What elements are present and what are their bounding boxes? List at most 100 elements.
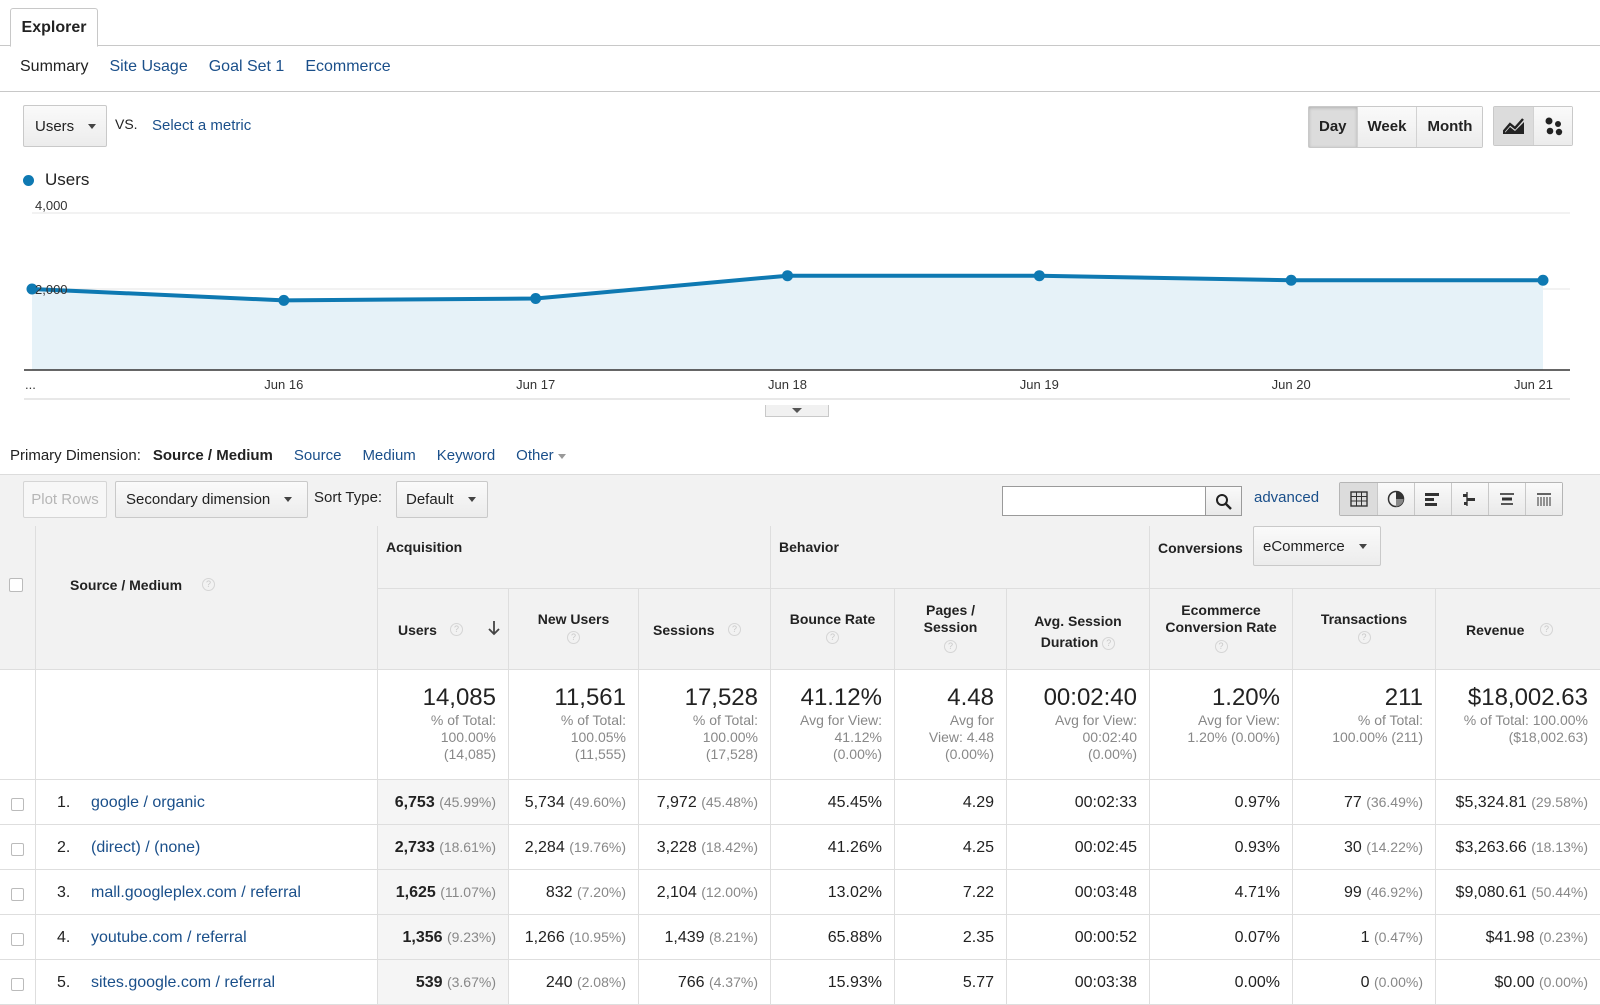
- subtab-site-usage[interactable]: Site Usage: [109, 58, 188, 75]
- x-tick-label: Jun 19: [1020, 377, 1059, 392]
- primary-dimension-medium[interactable]: Medium: [362, 447, 416, 464]
- term-cloud-icon[interactable]: [1488, 483, 1525, 515]
- search-button[interactable]: [1205, 486, 1242, 516]
- motion-chart-icon[interactable]: [1533, 107, 1572, 145]
- help-icon[interactable]: ?: [567, 631, 580, 645]
- cell-duration: 00:03:48: [1007, 870, 1150, 915]
- row-source-medium-link[interactable]: mall.googleplex.com / referral: [91, 884, 301, 901]
- chart-collapse-handle[interactable]: [765, 405, 829, 417]
- row-source-medium-link[interactable]: (direct) / (none): [91, 839, 201, 856]
- metric-select[interactable]: Users: [23, 105, 107, 147]
- plot-rows-button[interactable]: Plot Rows: [23, 481, 107, 518]
- totals-sub-3: (11,555): [574, 746, 626, 762]
- totals-value: 4.48: [947, 684, 994, 711]
- cell-value: 0: [1360, 974, 1370, 991]
- col-revenue[interactable]: Revenue ?: [1436, 589, 1600, 670]
- cell-percent: (19.76%): [569, 839, 626, 855]
- row-source-medium-link[interactable]: sites.google.com / referral: [91, 974, 276, 991]
- row-source-medium-link[interactable]: google / organic: [91, 794, 205, 811]
- cell-value: 13.02%: [827, 884, 882, 901]
- period-day-button[interactable]: Day: [1309, 107, 1357, 147]
- period-week-button[interactable]: Week: [1356, 107, 1417, 147]
- data-point[interactable]: [782, 270, 793, 282]
- col-ecr-label-1: Ecommerce: [1181, 602, 1261, 618]
- row-index: 2.: [57, 839, 71, 856]
- help-icon[interactable]: ?: [944, 639, 957, 653]
- sort-descending-icon[interactable]: [488, 620, 500, 636]
- select-metric-link[interactable]: Select a metric: [152, 117, 252, 134]
- cell-value: 0.07%: [1234, 929, 1280, 946]
- secondary-dimension-label: Secondary dimension: [126, 491, 271, 508]
- cell-percent: (50.44%): [1531, 884, 1588, 900]
- cell-sessions: 7,972 (45.48%): [639, 780, 771, 825]
- row-checkbox[interactable]: [11, 933, 24, 946]
- data-point[interactable]: [1033, 270, 1045, 282]
- secondary-dimension-select[interactable]: Secondary dimension: [115, 481, 308, 518]
- subtab-goal-set-1[interactable]: Goal Set 1: [208, 58, 285, 75]
- data-point[interactable]: [530, 293, 542, 304]
- row-dimension-cell: 4. youtube.com / referral: [36, 915, 378, 960]
- col-transactions[interactable]: Transactions ?: [1293, 589, 1436, 670]
- dimension-header[interactable]: Source / Medium ?: [36, 526, 378, 670]
- row-source-medium-link[interactable]: youtube.com / referral: [91, 929, 247, 946]
- table-search-input[interactable]: [1002, 486, 1206, 516]
- help-icon[interactable]: ?: [1540, 623, 1553, 636]
- row-checkbox-cell: [0, 780, 36, 825]
- totals-transactions: 211% of Total: 100.00% (211): [1293, 670, 1436, 780]
- row-checkbox[interactable]: [11, 843, 24, 856]
- totals-revenue: $18,002.63% of Total: 100.00% ($18,002.63…: [1436, 670, 1600, 780]
- totals-sub-2: 41.12%: [834, 729, 882, 745]
- cell-value: 00:03:38: [1074, 974, 1137, 991]
- comparison-icon[interactable]: [1451, 483, 1488, 515]
- line-chart-icon[interactable]: [1494, 107, 1533, 145]
- data-table-icon[interactable]: [1340, 483, 1377, 515]
- cell-percent: (0.00%): [1538, 974, 1588, 990]
- subtab-ecommerce[interactable]: Ecommerce: [305, 58, 391, 75]
- help-icon[interactable]: ?: [450, 623, 463, 636]
- col-sessions[interactable]: Sessions ?: [639, 589, 771, 670]
- cell-users: 2,733 (18.61%): [378, 825, 509, 870]
- data-point[interactable]: [1537, 274, 1549, 286]
- col-pages-per-session[interactable]: Pages / Session ?: [895, 589, 1007, 670]
- primary-dimension-other[interactable]: Other: [516, 447, 566, 464]
- data-point[interactable]: [26, 283, 38, 295]
- row-checkbox[interactable]: [11, 888, 24, 901]
- primary-dimension-source[interactable]: Source: [293, 447, 342, 464]
- help-icon[interactable]: ?: [826, 631, 839, 645]
- col-users[interactable]: Users ?: [378, 589, 509, 670]
- cell-bounce: 13.02%: [771, 870, 895, 915]
- pie-chart-icon[interactable]: [1377, 483, 1414, 515]
- cell-value: 5.77: [962, 974, 994, 991]
- cell-new-users: 2,284 (19.76%): [509, 825, 639, 870]
- col-bounce-rate[interactable]: Bounce Rate ?: [771, 589, 895, 670]
- period-month-button[interactable]: Month: [1416, 107, 1483, 147]
- row-checkbox[interactable]: [11, 978, 24, 991]
- data-point[interactable]: [1285, 274, 1297, 286]
- primary-dimension-keyword[interactable]: Keyword: [436, 447, 496, 464]
- data-point[interactable]: [278, 294, 290, 306]
- cell-ecr: 4.71%: [1150, 870, 1293, 915]
- tab-explorer[interactable]: Explorer: [10, 8, 98, 47]
- help-icon[interactable]: ?: [1357, 631, 1371, 645]
- cell-value: $41.98: [1485, 929, 1535, 946]
- help-icon[interactable]: ?: [1102, 636, 1116, 650]
- col-avg-session-duration[interactable]: Avg. Session Duration ?: [1007, 589, 1150, 670]
- totals-sub-1: % of Total:: [1357, 712, 1423, 728]
- col-new-users[interactable]: New Users ?: [509, 589, 639, 670]
- sort-type-select[interactable]: Default: [396, 481, 488, 518]
- totals-sub-3: (17,528): [705, 746, 758, 762]
- col-ecommerce-conversion-rate[interactable]: Ecommerce Conversion Rate ?: [1150, 589, 1293, 670]
- help-icon[interactable]: ?: [728, 623, 741, 636]
- totals-sub-3: (0.00%): [944, 746, 994, 762]
- pivot-icon[interactable]: [1525, 483, 1562, 515]
- advanced-filter-link[interactable]: advanced: [1254, 489, 1320, 506]
- help-icon[interactable]: ?: [1214, 639, 1228, 653]
- conversions-select[interactable]: eCommerce: [1253, 526, 1381, 566]
- performance-icon[interactable]: [1414, 483, 1451, 515]
- cell-new-users: 1,266 (10.95%): [509, 915, 639, 960]
- select-all-checkbox[interactable]: [9, 578, 23, 592]
- help-icon[interactable]: ?: [202, 578, 215, 591]
- chevron-down-icon: [284, 497, 293, 502]
- subtab-summary[interactable]: Summary: [20, 58, 89, 75]
- row-checkbox[interactable]: [11, 798, 24, 811]
